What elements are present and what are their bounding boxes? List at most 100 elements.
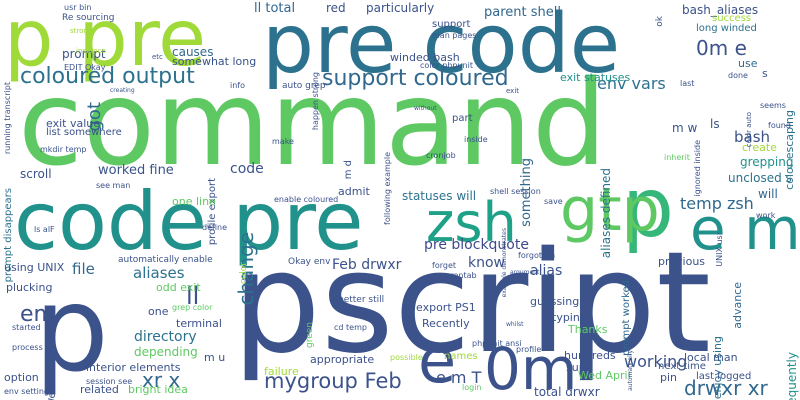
- cloud-word: hundreds: [564, 349, 616, 362]
- cloud-word: admit: [338, 185, 370, 198]
- cloud-word: drwxr xr: [684, 376, 768, 400]
- cloud-word: bash: [734, 128, 771, 146]
- cloud-word: phpunit ansi: [472, 339, 522, 348]
- cloud-word: Feb drwxr: [332, 257, 402, 273]
- cloud-word: ls alF: [34, 225, 55, 234]
- cloud-word: ok: [655, 16, 665, 27]
- cloud-word: Thanks: [568, 323, 608, 336]
- cloud-word: green: [305, 322, 315, 348]
- cloud-word: done: [728, 71, 748, 80]
- cloud-word: auto grep: [282, 81, 326, 91]
- cloud-word: example demonstrates: [501, 228, 508, 298]
- cloud-word: Re sourcing: [62, 13, 115, 23]
- cloud-word: better still: [338, 295, 385, 305]
- cloud-word: ls: [710, 117, 720, 131]
- cloud-word: p: [34, 260, 109, 398]
- cloud-word: exit value: [46, 117, 100, 130]
- cloud-word: shell session: [490, 187, 541, 196]
- cloud-word: guessing: [530, 295, 580, 308]
- cloud-word: using UNIX: [4, 261, 65, 274]
- cloud-word: total drwxr: [534, 385, 600, 399]
- cloud-word: define: [202, 223, 228, 232]
- cloud-word: crontab: [446, 271, 477, 280]
- cloud-word: alias: [530, 263, 563, 279]
- cloud-word: ll: [186, 282, 200, 310]
- cloud-word: gtp: [560, 175, 660, 245]
- cloud-word: color phpunit: [420, 61, 473, 70]
- cloud-word: last: [680, 79, 695, 88]
- cloud-word: inside: [464, 135, 488, 144]
- cloud-word: cronjob: [426, 151, 456, 160]
- cloud-word: e: [418, 324, 457, 397]
- cloud-word: export PS1: [416, 301, 476, 314]
- cloud-word: grep color: [172, 303, 213, 312]
- cloud-word: file: [72, 260, 95, 278]
- cloud-word: without: [414, 105, 437, 112]
- cloud-word: man pages: [432, 31, 477, 40]
- cloud-word: enjoy using: [711, 336, 724, 400]
- cloud-word: winded bash: [390, 51, 460, 64]
- cloud-word: option: [4, 371, 39, 384]
- cloud-word: bright idea: [128, 383, 188, 396]
- cloud-word: seems: [760, 101, 786, 110]
- cloud-word: pre blockquote: [424, 237, 529, 253]
- cloud-word: happen strong: [311, 72, 320, 131]
- cloud-word: list somewhere: [46, 127, 122, 138]
- cloud-word: found: [768, 121, 791, 130]
- cloud-word: success: [712, 13, 752, 24]
- cloud-word: EDIT Okay: [64, 63, 106, 72]
- cloud-word: following example: [383, 152, 392, 225]
- cloud-word: part: [452, 113, 473, 124]
- cloud-word: automatically: [627, 350, 634, 391]
- cloud-word: session see: [86, 377, 133, 386]
- cloud-word: command: [18, 54, 607, 192]
- cloud-word: instance: [76, 47, 106, 55]
- cloud-word: env vars: [597, 74, 666, 93]
- cloud-word: long winded: [696, 23, 757, 34]
- cloud-word: strong: [70, 27, 93, 35]
- cloud-word: mkdir temp: [40, 145, 87, 154]
- cloud-word: temp zsh: [680, 194, 754, 213]
- cloud-word: 0m: [484, 335, 578, 400]
- cloud-word: coloured output: [20, 64, 195, 89]
- cloud-word: xr x: [142, 368, 181, 392]
- cloud-word: etc: [152, 53, 163, 61]
- cloud-word: argument: [510, 269, 540, 276]
- cloud-word: profile export: [207, 178, 218, 246]
- cloud-word: will: [758, 187, 778, 201]
- cloud-word: one: [148, 305, 169, 318]
- cloud-word: support coloured: [322, 66, 509, 91]
- cloud-word: names: [444, 351, 478, 362]
- cloud-word: enable coloured: [274, 195, 339, 204]
- cloud-word: one line: [172, 195, 216, 208]
- cloud-word: next time: [658, 361, 706, 372]
- cloud-word: advance: [731, 282, 744, 329]
- cloud-word: forgotten: [518, 251, 556, 260]
- cloud-word: causes: [172, 45, 214, 59]
- cloud-word: mygroup Feb: [264, 369, 402, 393]
- cloud-word: color auto: [745, 112, 753, 148]
- cloud-word: grepping: [740, 155, 794, 169]
- cloud-word: make: [272, 137, 294, 146]
- cloud-word: automatically enable: [118, 255, 213, 265]
- cloud-word: scroll: [20, 167, 52, 181]
- cloud-word: statuses will: [402, 189, 477, 203]
- cloud-word: previous: [658, 255, 706, 268]
- cloud-word: work: [756, 211, 776, 220]
- cloud-word: use: [738, 57, 758, 70]
- cloud-word: related: [80, 383, 119, 396]
- cloud-word: prompt worked: [621, 280, 632, 356]
- cloud-word: Recently: [422, 317, 470, 330]
- cloud-word: code pre: [14, 175, 364, 268]
- cloud-word: plucking: [6, 281, 53, 294]
- cloud-word: env settings: [4, 387, 54, 396]
- cloud-word: pin: [660, 371, 678, 384]
- cloud-word: particularly: [366, 1, 435, 15]
- cloud-word: Okay env: [288, 257, 331, 267]
- cloud-word: running transcript: [3, 82, 12, 155]
- cloud-word: exit statuses: [560, 71, 631, 84]
- cloud-word: local man: [684, 351, 738, 364]
- cloud-word: m u: [204, 351, 226, 364]
- cloud-word: last logged: [696, 371, 752, 382]
- cloud-word: s: [762, 67, 768, 80]
